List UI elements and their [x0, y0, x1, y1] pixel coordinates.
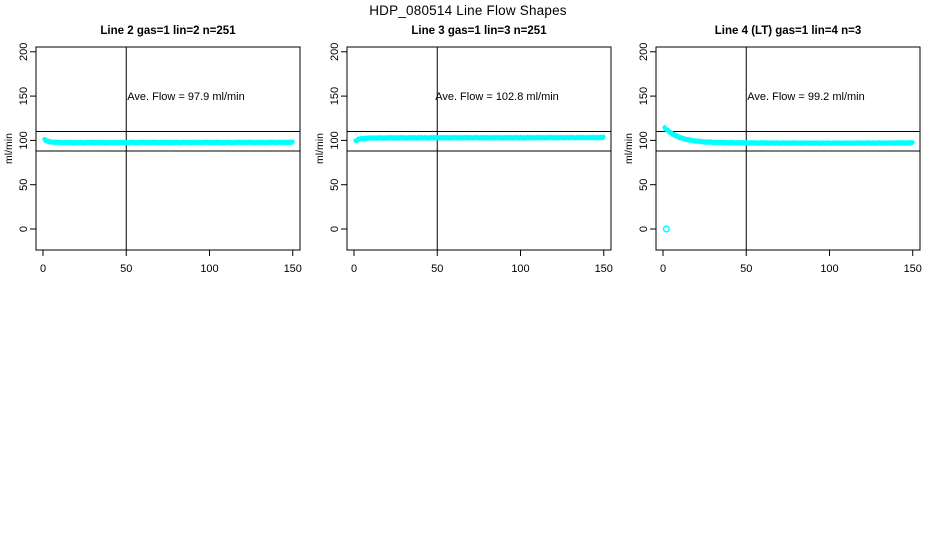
plot-box	[655, 46, 921, 251]
y-axis: 0 50 100 150 200	[638, 43, 656, 232]
y-tick-label: 50	[329, 179, 341, 191]
y-axis: 0 50 100 150 200	[18, 43, 36, 232]
x-tick-label: 0	[660, 263, 666, 275]
x-tick-label: 50	[740, 263, 752, 275]
chart-main-title: HDP_080514 Line Flow Shapes	[369, 3, 567, 18]
y-tick-label: 100	[18, 131, 30, 149]
ave-flow-annotation: Ave. Flow = 99.2 ml/min	[747, 91, 864, 103]
x-tick-label: 150	[284, 263, 302, 275]
x-tick-label: 50	[120, 263, 132, 275]
x-tick-label: 150	[595, 263, 613, 275]
y-tick-label: 150	[18, 87, 30, 105]
panel-title: Line 3 gas=1 lin=3 n=251	[411, 25, 547, 37]
y-tick-label: 50	[638, 179, 650, 191]
x-tick-label: 100	[511, 263, 529, 275]
ave-flow-annotation: Ave. Flow = 97.9 ml/min	[127, 91, 244, 103]
x-tick-label: 50	[431, 263, 443, 275]
x-axis: 0 50 100 150	[351, 250, 613, 275]
y-tick-label: 0	[18, 226, 30, 232]
y-tick-label: 200	[638, 43, 650, 61]
plot-box	[346, 46, 612, 251]
y-tick-label: 0	[638, 226, 650, 232]
y-tick-label: 150	[638, 87, 650, 105]
data-series	[662, 125, 915, 147]
panel-3: Line 4 (LT) gas=1 lin=4 n=30501001502000…	[623, 25, 922, 275]
y-tick-label: 200	[18, 43, 30, 61]
y-tick-label: 0	[329, 226, 341, 232]
panel-1: Line 2 gas=1 lin=2 n=251 0 50 100 150 200 0 50 1…	[3, 25, 302, 275]
y-tick-label: 50	[18, 179, 30, 191]
ave-flow-annotation: Ave. Flow = 102.8 ml/min	[435, 91, 559, 103]
outlier-point	[662, 225, 670, 233]
x-axis: 0 50 100 150	[40, 250, 302, 275]
x-tick-label: 0	[40, 263, 46, 275]
x-tick-label: 100	[200, 263, 218, 275]
x-tick-label: 100	[820, 263, 838, 275]
data-series	[353, 134, 606, 144]
x-tick-label: 150	[904, 263, 922, 275]
y-axis: 0 50 100 150 200	[329, 43, 347, 232]
panel-title: Line 4 (LT) gas=1 lin=4 n=3	[715, 25, 861, 37]
plot-box	[35, 46, 301, 251]
x-axis: 0 50 100 150	[660, 250, 922, 275]
y-tick-label: 200	[329, 43, 341, 61]
panel-title: Line 2 gas=1 lin=2 n=251	[100, 25, 236, 37]
y-tick-label: 100	[638, 131, 650, 149]
y-tick-label: 100	[329, 131, 341, 149]
panel-2: Line 3 gas=1 lin=3 n=251 0 50 100 150 200 0 50 1…	[314, 25, 613, 275]
y-axis-label: ml/min	[623, 133, 635, 164]
x-tick-label: 0	[351, 263, 357, 275]
y-axis-label: ml/min	[3, 133, 15, 164]
y-tick-label: 150	[329, 87, 341, 105]
data-series	[42, 136, 295, 146]
y-axis-label: ml/min	[314, 133, 326, 164]
